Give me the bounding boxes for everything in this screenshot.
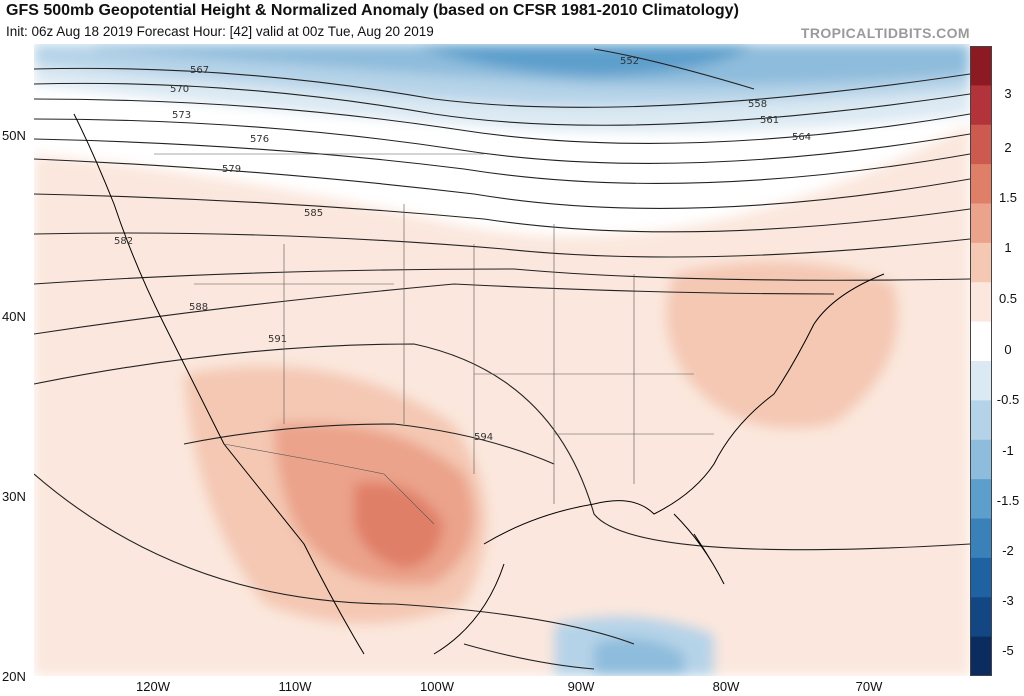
contour-label: 561	[760, 115, 779, 126]
colorbar-label: -5	[1002, 643, 1014, 658]
colorbar-label: 1	[1004, 240, 1012, 255]
anomaly-field	[34, 44, 970, 676]
colorbar-swatch	[970, 282, 992, 323]
colorbar-label: 2	[1004, 140, 1012, 155]
lon-label: 120W	[136, 679, 170, 694]
colorbar-swatch	[970, 321, 992, 362]
contour-label: 564	[792, 132, 811, 143]
colorbar-label: -3	[1002, 593, 1014, 608]
colorbar	[970, 46, 992, 676]
contour-label: 588	[189, 302, 208, 313]
contour-label: 576	[250, 134, 269, 145]
colorbar-swatch	[970, 479, 992, 520]
lat-label: 40N	[2, 309, 26, 324]
lon-label: 110W	[278, 679, 312, 694]
lon-label: 90W	[567, 679, 595, 694]
lon-label: 80W	[712, 679, 740, 694]
colorbar-swatch	[970, 400, 992, 441]
colorbar-swatch	[970, 46, 992, 86]
colorbar-swatch	[970, 518, 992, 559]
contour-label: 591	[268, 334, 287, 345]
contour-label: 567	[190, 65, 209, 76]
state-borders	[154, 153, 714, 525]
colorbar-label: -2	[1002, 543, 1014, 558]
colorbar-swatch	[970, 361, 992, 401]
colorbar-swatch	[970, 557, 992, 598]
contour-label: 594	[474, 432, 493, 443]
colorbar-label: 1.5	[998, 190, 1018, 205]
colorbar-label: -0.5	[996, 392, 1020, 407]
lat-label: 50N	[2, 128, 26, 143]
colorbar-swatch	[970, 597, 992, 638]
contour-label: 573	[172, 110, 191, 121]
lon-label: 70W	[855, 679, 883, 694]
map-title: GFS 500mb Geopotential Height & Normaliz…	[6, 2, 739, 19]
colorbar-swatch	[970, 203, 992, 244]
lon-label: 100W	[420, 679, 454, 694]
forecast-info: Init: 06z Aug 18 2019 Forecast Hour: [42…	[6, 24, 434, 39]
colorbar-label: -1	[1002, 443, 1014, 458]
contour-label: 570	[170, 84, 189, 95]
contour-label: 582	[114, 236, 133, 247]
contour-label: 585	[304, 208, 323, 219]
colorbar-swatch	[970, 85, 992, 126]
colorbar-label: 3	[1004, 86, 1012, 101]
colorbar-swatch	[970, 164, 992, 205]
colorbar-label: -1.5	[996, 493, 1020, 508]
contour-label: 558	[748, 99, 767, 110]
colorbar-swatch	[970, 124, 992, 165]
colorbar-swatch	[970, 636, 992, 676]
colorbar-label: 0	[1004, 342, 1012, 357]
colorbar-swatch	[970, 242, 992, 283]
coastlines	[73, 113, 885, 655]
lat-label: 30N	[2, 489, 26, 504]
contour-labels: 552 558 561 564 567 570 573 576 579 582 …	[114, 56, 811, 443]
site-brand[interactable]: TROPICALTIDBITS.COM	[800, 25, 970, 41]
contour-label: 552	[620, 56, 639, 67]
colorbar-frame	[970, 46, 992, 676]
map-panel: 552 558 561 564 567 570 573 576 579 582 …	[34, 44, 970, 676]
lat-label: 20N	[2, 669, 26, 684]
contour-label: 579	[222, 164, 241, 175]
colorbar-swatch	[970, 439, 992, 480]
colorbar-label: 0.5	[998, 291, 1018, 306]
